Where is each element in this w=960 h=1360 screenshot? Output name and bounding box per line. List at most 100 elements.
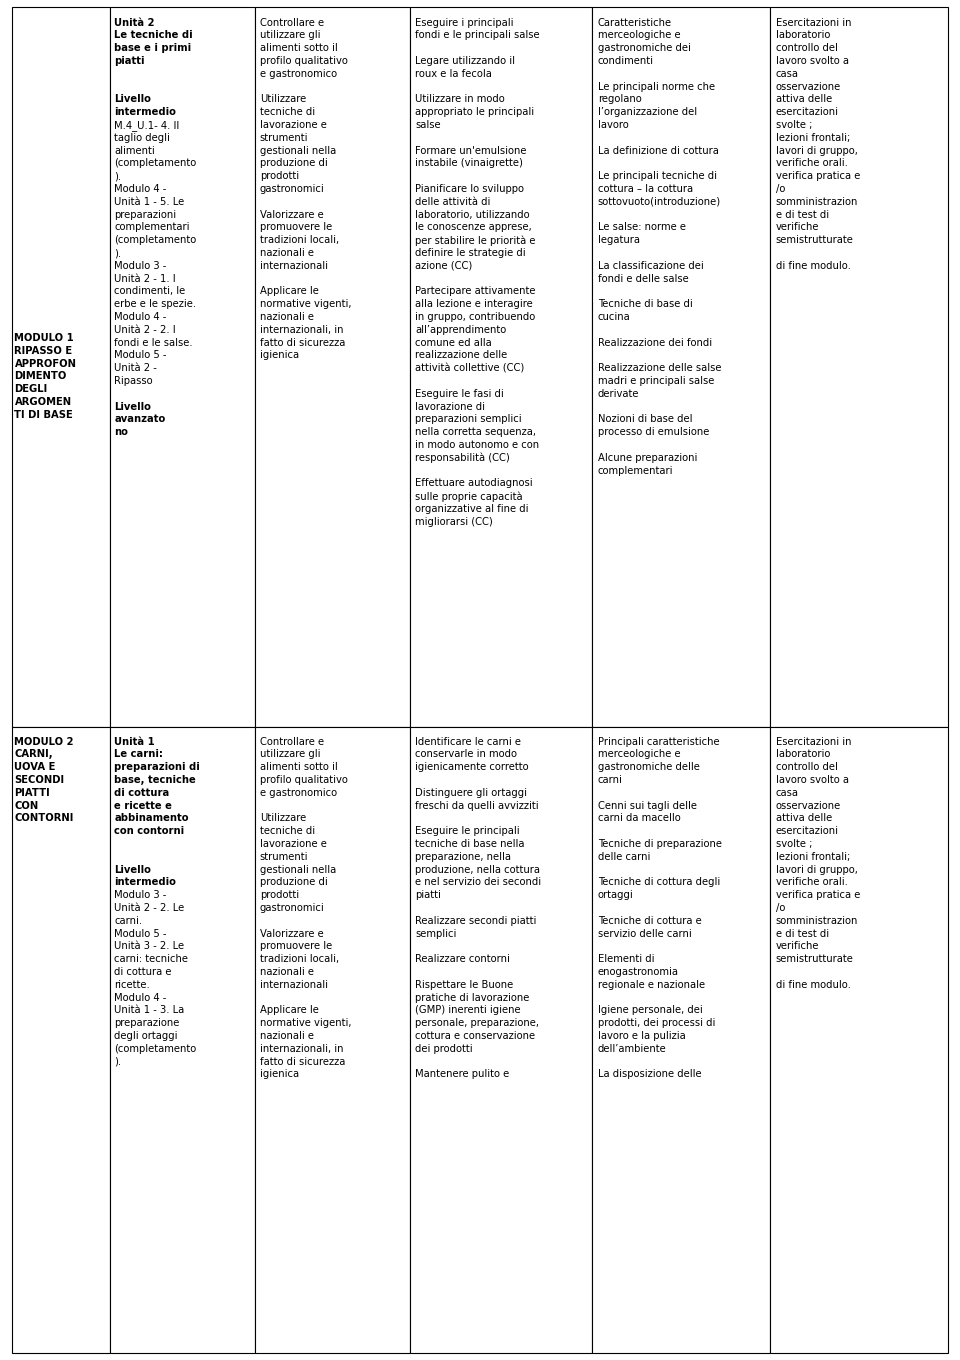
Text: per stabilire le priorità e: per stabilire le priorità e	[416, 235, 536, 246]
Text: internazionali: internazionali	[260, 261, 327, 271]
Text: Nozioni di base del: Nozioni di base del	[598, 415, 692, 424]
Text: produzione di: produzione di	[260, 877, 327, 887]
Text: taglio degli: taglio degli	[114, 133, 170, 143]
Text: attiva delle: attiva delle	[776, 813, 832, 823]
Text: fondi e le principali salse: fondi e le principali salse	[416, 30, 540, 41]
Text: svolte ;: svolte ;	[776, 120, 812, 131]
Text: intermedio: intermedio	[114, 107, 176, 117]
Text: lavoro svolto a: lavoro svolto a	[776, 775, 849, 785]
Text: no: no	[114, 427, 128, 437]
Text: in gruppo, contribuendo: in gruppo, contribuendo	[416, 311, 536, 322]
Text: Esercitazioni in: Esercitazioni in	[776, 18, 852, 27]
Bar	[109, 7, 255, 728]
Text: Effettuare autodiagnosi: Effettuare autodiagnosi	[416, 479, 533, 488]
Text: Elementi di: Elementi di	[598, 955, 655, 964]
Text: (completamento: (completamento	[114, 158, 197, 169]
Text: le conoscenze apprese,: le conoscenze apprese,	[416, 223, 532, 233]
Text: regolano: regolano	[598, 94, 641, 105]
Text: Unità 2 - 2. I: Unità 2 - 2. I	[114, 325, 176, 335]
Text: Utilizzare: Utilizzare	[260, 94, 306, 105]
Text: casa: casa	[776, 69, 799, 79]
Text: Pianificare lo sviluppo: Pianificare lo sviluppo	[416, 184, 524, 194]
Text: Esercitazioni in: Esercitazioni in	[776, 737, 852, 747]
Text: lavorazione di: lavorazione di	[416, 401, 485, 412]
Text: piatti: piatti	[114, 56, 145, 67]
Text: verifiche orali.: verifiche orali.	[776, 158, 848, 169]
Text: e ricette e: e ricette e	[114, 801, 172, 811]
Text: tecniche di: tecniche di	[260, 107, 315, 117]
Text: Caratteristiche: Caratteristiche	[598, 18, 672, 27]
Text: Modulo 3 -: Modulo 3 -	[114, 889, 167, 900]
Text: Eseguire i principali: Eseguire i principali	[416, 18, 514, 27]
Text: DEGLI: DEGLI	[14, 384, 48, 394]
Text: Realizzazione dei fondi: Realizzazione dei fondi	[598, 337, 712, 348]
Text: dell’ambiente: dell’ambiente	[598, 1043, 666, 1054]
Text: Realizzare secondi piatti: Realizzare secondi piatti	[416, 915, 537, 926]
Text: dei prodotti: dei prodotti	[416, 1043, 473, 1054]
Text: Modulo 4 -: Modulo 4 -	[114, 993, 167, 1002]
Text: ARGOMEN: ARGOMEN	[14, 397, 72, 407]
Text: verifica pratica e: verifica pratica e	[776, 889, 860, 900]
Text: roux e la fecola: roux e la fecola	[416, 69, 492, 79]
Text: Partecipare attivamente: Partecipare attivamente	[416, 287, 536, 296]
Text: Tecniche di cottura e: Tecniche di cottura e	[598, 915, 702, 926]
Text: promuovere le: promuovere le	[260, 223, 332, 233]
Text: internazionali, in: internazionali, in	[260, 325, 344, 335]
Text: Realizzazione delle salse: Realizzazione delle salse	[598, 363, 721, 373]
Text: carni: tecniche: carni: tecniche	[114, 955, 188, 964]
Text: condimenti: condimenti	[598, 56, 654, 67]
Text: legatura: legatura	[598, 235, 639, 245]
Text: CON: CON	[14, 801, 38, 811]
Text: Modulo 4 -: Modulo 4 -	[114, 311, 167, 322]
Text: delle attività di: delle attività di	[416, 197, 491, 207]
Text: lezioni frontali;: lezioni frontali;	[776, 133, 850, 143]
Text: tecniche di base nella: tecniche di base nella	[416, 839, 525, 849]
Text: gastronomici: gastronomici	[260, 184, 324, 194]
Text: Valorizzare e: Valorizzare e	[260, 209, 324, 219]
Text: Livello: Livello	[114, 865, 151, 874]
Text: Applicare le: Applicare le	[260, 287, 319, 296]
Text: PIATTI: PIATTI	[14, 787, 50, 798]
Text: nazionali e: nazionali e	[260, 967, 314, 976]
Text: utilizzare gli: utilizzare gli	[260, 749, 321, 759]
Text: TI DI BASE: TI DI BASE	[14, 409, 73, 420]
Text: freschi da quelli avvizziti: freschi da quelli avvizziti	[416, 801, 539, 811]
Text: Principali caratteristiche: Principali caratteristiche	[598, 737, 719, 747]
Text: attiva delle: attiva delle	[776, 94, 832, 105]
Text: ricette.: ricette.	[114, 979, 150, 990]
Text: laboratorio: laboratorio	[776, 749, 830, 759]
Text: Applicare le: Applicare le	[260, 1005, 319, 1016]
Text: La disposizione delle: La disposizione delle	[598, 1069, 702, 1080]
Text: e gastronomico: e gastronomico	[260, 787, 337, 798]
Text: cucina: cucina	[598, 311, 631, 322]
Text: Eseguire le principali: Eseguire le principali	[416, 826, 519, 836]
Text: ).: ).	[114, 1057, 121, 1066]
Text: gestionali nella: gestionali nella	[260, 146, 336, 155]
Text: degli ortaggi: degli ortaggi	[114, 1031, 178, 1040]
Text: verifica pratica e: verifica pratica e	[776, 171, 860, 181]
Text: laboratorio, utilizzando: laboratorio, utilizzando	[416, 209, 530, 219]
Text: igienica: igienica	[260, 1069, 299, 1080]
Text: igienica: igienica	[260, 351, 299, 360]
Text: lavoro: lavoro	[598, 120, 629, 131]
Text: fatto di sicurezza: fatto di sicurezza	[260, 1057, 346, 1066]
Text: esercitazioni: esercitazioni	[776, 826, 839, 836]
Text: preparazione, nella: preparazione, nella	[416, 851, 512, 862]
Text: piatti: piatti	[416, 889, 441, 900]
Text: lezioni frontali;: lezioni frontali;	[776, 851, 850, 862]
Text: La classificazione dei: La classificazione dei	[598, 261, 704, 271]
Text: di cottura e: di cottura e	[114, 967, 172, 976]
Text: madri e principali salse: madri e principali salse	[598, 375, 714, 386]
Text: realizzazione delle: realizzazione delle	[416, 351, 508, 360]
Text: (completamento: (completamento	[114, 1043, 197, 1054]
Text: con contorni: con contorni	[114, 826, 184, 836]
Text: internazionali, in: internazionali, in	[260, 1043, 344, 1054]
Text: semplici: semplici	[416, 929, 457, 938]
Text: Le principali norme che: Le principali norme che	[598, 82, 715, 91]
Text: complementari: complementari	[114, 223, 190, 233]
Text: gastronomici: gastronomici	[260, 903, 324, 913]
Text: enogastronomia: enogastronomia	[598, 967, 679, 976]
Text: Ripasso: Ripasso	[114, 375, 153, 386]
Text: Unità 3 - 2. Le: Unità 3 - 2. Le	[114, 941, 184, 951]
Text: fatto di sicurezza: fatto di sicurezza	[260, 337, 346, 348]
